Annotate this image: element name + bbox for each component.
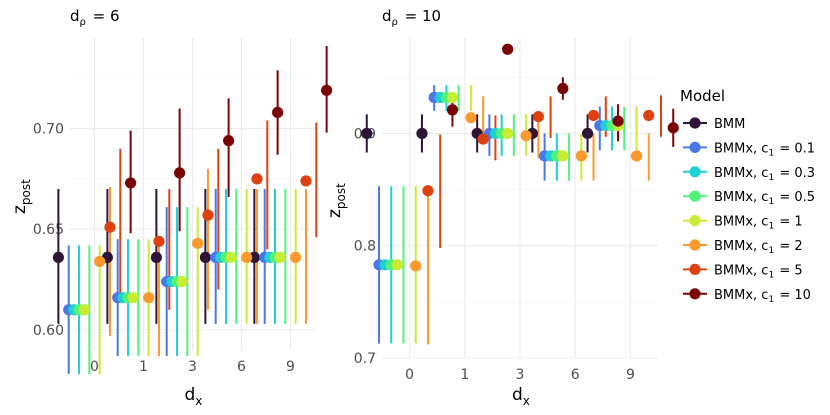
x-tick-label: 1 [460,367,469,383]
y-axis-title: zpost [10,179,33,214]
legend-label: BMMx, c1 = 1 [714,215,803,232]
legend-item: BMMx, c1 = 1 [683,215,803,232]
data-point [477,133,489,145]
data-point [248,251,260,264]
data-point [520,130,532,142]
x-tick-label: 1 [139,359,148,375]
data-point [176,275,188,288]
x-axis-title: dx [512,385,530,408]
data-point [361,127,373,140]
data-point [321,84,333,96]
data-point [643,109,655,122]
data-point [274,251,286,264]
data-point [94,255,106,268]
data-marks [361,43,679,345]
legend-key-point [689,141,701,153]
legend-label: BMMx, c1 = 0.1 [714,141,815,158]
data-point [391,259,403,271]
data-point [225,251,237,264]
data-point [241,251,253,264]
legend-label: BMM [714,117,745,132]
legend-label: BMMx, c1 = 10 [714,288,811,305]
data-point [667,122,679,134]
legend-item: BMMx, c1 = 0.1 [683,141,815,158]
x-tick-label: 3 [188,359,197,375]
x-tick-label: 9 [626,367,635,383]
legend-key-point [689,190,701,202]
y-tick-label: 0.8 [354,239,376,255]
legend-key-point [689,166,701,178]
legend-label: BMMx, c1 = 0.3 [714,166,815,183]
data-point [532,110,544,123]
legend-item: BMM [683,117,745,132]
x-tick-label: 9 [286,359,295,375]
data-point [78,304,90,316]
legend-key-point [689,239,701,251]
data-point [575,150,587,162]
panel-title: dρ = 6 [70,7,120,28]
data-point [630,150,643,162]
data-point [300,175,312,187]
data-point [104,221,116,233]
data-point [192,237,204,249]
data-point [223,135,235,147]
data-point [502,127,514,140]
legend-label: BMMx, c1 = 2 [714,239,803,256]
legend-item: BMMx, c1 = 2 [683,239,803,256]
legend-item: BMMx, c1 = 10 [683,288,811,305]
legend-item: BMMx, c1 = 0.5 [683,190,815,207]
y-tick-label: 0.70 [33,122,64,138]
x-axis-title: dx [185,385,203,408]
data-point [202,209,214,221]
legend-key-point [689,117,701,129]
legend-title: Model [680,87,725,105]
data-point [422,185,434,197]
data-point [416,127,428,140]
data-point [127,292,139,304]
data-point [557,150,569,162]
data-point [272,106,284,119]
data-point [557,82,569,95]
x-tick-label: 3 [516,367,525,383]
data-point [125,177,137,189]
x-tick-label: 6 [237,359,246,375]
data-point [199,251,211,264]
legend: Model BMM BMMx, c1 = 0.1 BMMx, c1 = 0.3 BMMx… [680,87,815,305]
data-point [612,115,624,127]
data-point [587,109,600,122]
data-point [174,167,186,179]
x-tick-label: 0 [90,359,99,375]
legend-key-point [689,288,701,300]
grid [382,38,658,359]
data-marks [52,46,333,375]
data-point [581,127,594,140]
legend-item: BMMx, c1 = 0.3 [683,166,815,183]
legend-key-point [689,215,701,227]
legend-label: BMMx, c1 = 0.5 [714,190,815,207]
panel-drho-6: 0.60 0.65 0.70 0 1 3 6 9 dρ = 6 dx zpost [10,7,333,408]
data-point [290,251,302,264]
x-tick-label: 6 [571,367,580,383]
y-tick-label: 0.60 [33,323,64,339]
y-tick-label: 0.65 [33,222,64,238]
data-point [251,173,263,185]
x-tick-label: 0 [405,367,414,383]
data-point [143,292,155,304]
legend-key-point [689,263,701,275]
legend-label: BMMx, c1 = 5 [714,263,803,280]
data-point [446,104,459,116]
data-point [446,91,459,104]
data-point [150,251,162,264]
data-point [52,251,64,264]
data-point [153,235,165,247]
data-point [502,43,514,55]
y-tick-label: 0.7 [354,351,376,367]
y-axis-title: zpost [325,183,348,218]
data-point [465,112,477,124]
legend-item: BMMx, c1 = 5 [683,263,803,280]
data-point [410,260,422,272]
panel-title: dρ = 10 [382,7,441,28]
